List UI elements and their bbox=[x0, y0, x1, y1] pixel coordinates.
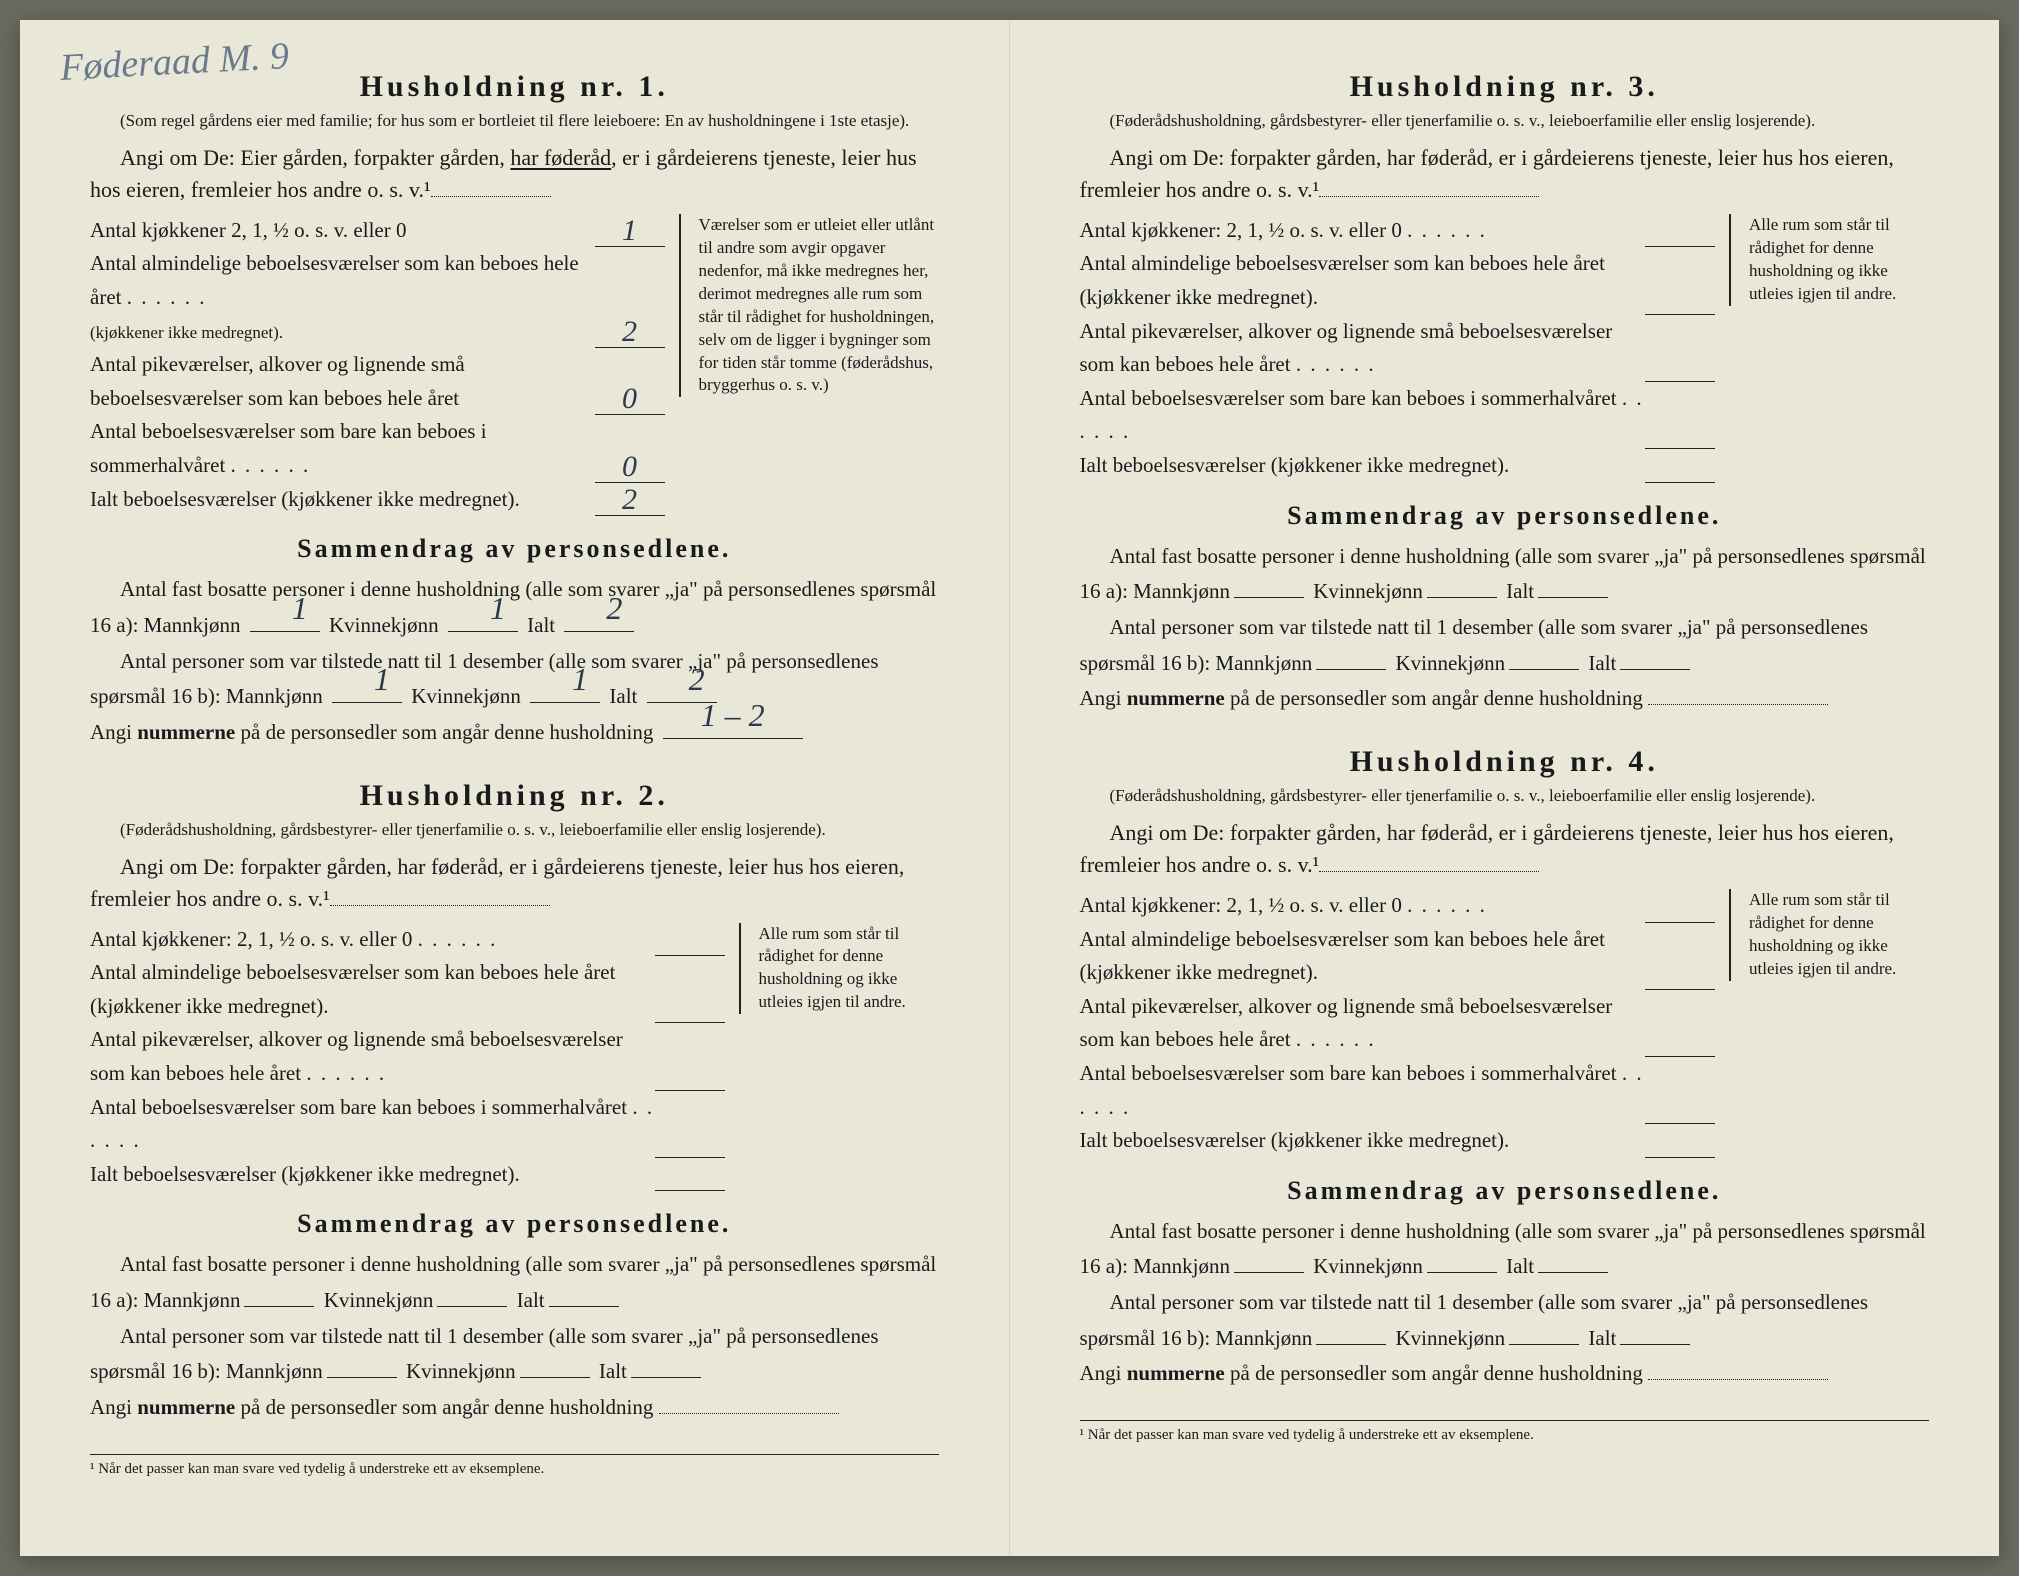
kvinne-b: 1 bbox=[530, 702, 600, 703]
row-summer-3: Antal beboelsesværelser som bare kan beb… bbox=[1080, 382, 1716, 449]
household-1-brace-note: Værelser som er utleiet eller utlånt til… bbox=[679, 214, 939, 398]
household-4-brace-note: Alle rum som står til rådighet for denne… bbox=[1729, 889, 1929, 981]
row-summer: Antal beboelsesværelser som bare kan beb… bbox=[90, 415, 665, 482]
left-page: Føderaad M. 9 Husholdning nr. 1. (Som re… bbox=[20, 20, 1010, 1556]
household-2-title: Husholdning nr. 2. bbox=[90, 779, 939, 813]
household-2-rows: Antal kjøkkener: 2, 1, ½ o. s. v. eller … bbox=[90, 923, 939, 1192]
row-rooms: Antal almindelige beboelsesværelser som … bbox=[90, 247, 665, 348]
household-2-angi: Angi om De: forpakter gården, har føderå… bbox=[90, 851, 939, 915]
row-pike-3: Antal pikeværelser, alkover og lignende … bbox=[1080, 315, 1716, 382]
summary-3-title: Sammendrag av personsedlene. bbox=[1080, 501, 1930, 531]
household-4-rows: Antal kjøkkener: 2, 1, ½ o. s. v. eller … bbox=[1080, 889, 1930, 1158]
household-3-angi: Angi om De: forpakter gården, har føderå… bbox=[1080, 142, 1930, 206]
row-summer-2: Antal beboelsesværelser som bare kan beb… bbox=[90, 1091, 725, 1158]
angi-blank-2 bbox=[330, 905, 550, 906]
row-rooms-2: Antal almindelige beboelsesværelser som … bbox=[90, 956, 725, 1023]
household-2: Husholdning nr. 2. (Føderådshusholdning,… bbox=[90, 779, 939, 1426]
summary-4-p3: Angi nummerne på de personsedler som ang… bbox=[1080, 1356, 1930, 1392]
right-page: Husholdning nr. 3. (Føderådshusholdning,… bbox=[1010, 20, 2000, 1556]
household-1: Husholdning nr. 1. (Som regel gårdens ei… bbox=[90, 70, 939, 751]
row-total: Ialt beboelsesværelser (kjøkkener ikke m… bbox=[90, 483, 665, 517]
footnote-right: ¹ Når det passer kan man svare ved tydel… bbox=[1080, 1420, 1930, 1444]
row-rooms-4: Antal almindelige beboelsesværelser som … bbox=[1080, 923, 1716, 990]
summary-2-p1: Antal fast bosatte personer i denne hush… bbox=[90, 1247, 939, 1318]
row-kitchen-4: Antal kjøkkener: 2, 1, ½ o. s. v. eller … bbox=[1080, 889, 1716, 923]
row-kitchen-2: Antal kjøkkener: 2, 1, ½ o. s. v. eller … bbox=[90, 923, 725, 957]
household-1-angi: Angi om De: Eier gården, forpakter gårde… bbox=[90, 142, 939, 206]
summary-2-p2: Antal personer som var tilstede natt til… bbox=[90, 1319, 939, 1390]
summary-3-p2: Antal personer som var tilstede natt til… bbox=[1080, 610, 1930, 681]
nums-1: 1 – 2 bbox=[663, 738, 803, 739]
val-rooms: 2 bbox=[595, 317, 665, 348]
val-kitchen: 1 bbox=[595, 216, 665, 247]
row-kitchen-3: Antal kjøkkener: 2, 1, ½ o. s. v. eller … bbox=[1080, 214, 1716, 248]
summary-1-p3: Angi nummerne på de personsedler som ang… bbox=[90, 715, 939, 751]
summary-3-p3: Angi nummerne på de personsedler som ang… bbox=[1080, 681, 1930, 717]
angi-blank bbox=[431, 196, 551, 197]
summary-2-title: Sammendrag av personsedlene. bbox=[90, 1209, 939, 1239]
summary-2-p3: Angi nummerne på de personsedler som ang… bbox=[90, 1390, 939, 1426]
household-4-note: (Føderådshusholdning, gårdsbestyrer- ell… bbox=[1080, 785, 1930, 807]
row-total-4: Ialt beboelsesværelser (kjøkkener ikke m… bbox=[1080, 1124, 1716, 1158]
summary-4-title: Sammendrag av personsedlene. bbox=[1080, 1176, 1930, 1206]
household-3: Husholdning nr. 3. (Føderådshusholdning,… bbox=[1080, 70, 1930, 717]
row-summer-4: Antal beboelsesværelser som bare kan beb… bbox=[1080, 1057, 1716, 1124]
row-total-2: Ialt beboelsesværelser (kjøkkener ikke m… bbox=[90, 1158, 725, 1192]
footnote-left: ¹ Når det passer kan man svare ved tydel… bbox=[90, 1454, 939, 1478]
household-3-title: Husholdning nr. 3. bbox=[1080, 70, 1930, 104]
mann-b: 1 bbox=[332, 702, 402, 703]
row-rooms-3: Antal almindelige beboelsesværelser som … bbox=[1080, 247, 1716, 314]
summary-1-p1: Antal fast bosatte personer i denne hush… bbox=[90, 572, 939, 643]
summary-1-title: Sammendrag av personsedlene. bbox=[90, 534, 939, 564]
household-2-brace-note: Alle rum som står til rådighet for denne… bbox=[739, 923, 939, 1015]
val-summer: 0 bbox=[595, 452, 665, 483]
household-4-angi: Angi om De: forpakter gården, har føderå… bbox=[1080, 817, 1930, 881]
household-3-brace-note: Alle rum som står til rådighet for denne… bbox=[1729, 214, 1929, 306]
document-spread: Føderaad M. 9 Husholdning nr. 1. (Som re… bbox=[20, 20, 1999, 1556]
row-kitchen: Antal kjøkkener 2, 1, ½ o. s. v. eller 0… bbox=[90, 214, 665, 248]
household-1-rows: Antal kjøkkener 2, 1, ½ o. s. v. eller 0… bbox=[90, 214, 939, 516]
summary-4-p1: Antal fast bosatte personer i denne hush… bbox=[1080, 1214, 1930, 1285]
row-pike-4: Antal pikeværelser, alkover og lignende … bbox=[1080, 990, 1716, 1057]
kvinne-a: 1 bbox=[448, 631, 518, 632]
ialt-a: 2 bbox=[564, 631, 634, 632]
summary-3-p1: Antal fast bosatte personer i denne hush… bbox=[1080, 539, 1930, 610]
household-2-note: (Føderådshusholdning, gårdsbestyrer- ell… bbox=[90, 819, 939, 841]
val-total: 2 bbox=[595, 485, 665, 516]
summary-4-p2: Antal personer som var tilstede natt til… bbox=[1080, 1285, 1930, 1356]
household-1-note: (Som regel gårdens eier med familie; for… bbox=[90, 110, 939, 132]
household-3-rows: Antal kjøkkener: 2, 1, ½ o. s. v. eller … bbox=[1080, 214, 1930, 483]
household-3-note: (Føderådshusholdning, gårdsbestyrer- ell… bbox=[1080, 110, 1930, 132]
angi-underlined: har føderåd bbox=[510, 145, 611, 170]
summary-1-p2: Antal personer som var tilstede natt til… bbox=[90, 644, 939, 715]
angi-prefix: Angi om De: Eier gården, forpakter gårde… bbox=[120, 145, 510, 170]
mann-a: 1 bbox=[250, 631, 320, 632]
val-pike: 0 bbox=[595, 384, 665, 415]
household-4: Husholdning nr. 4. (Føderådshusholdning,… bbox=[1080, 745, 1930, 1392]
row-pike-2: Antal pikeværelser, alkover og lignende … bbox=[90, 1023, 725, 1090]
row-pike: Antal pikeværelser, alkover og lignende … bbox=[90, 348, 665, 415]
row-total-3: Ialt beboelsesværelser (kjøkkener ikke m… bbox=[1080, 449, 1716, 483]
household-4-title: Husholdning nr. 4. bbox=[1080, 745, 1930, 779]
